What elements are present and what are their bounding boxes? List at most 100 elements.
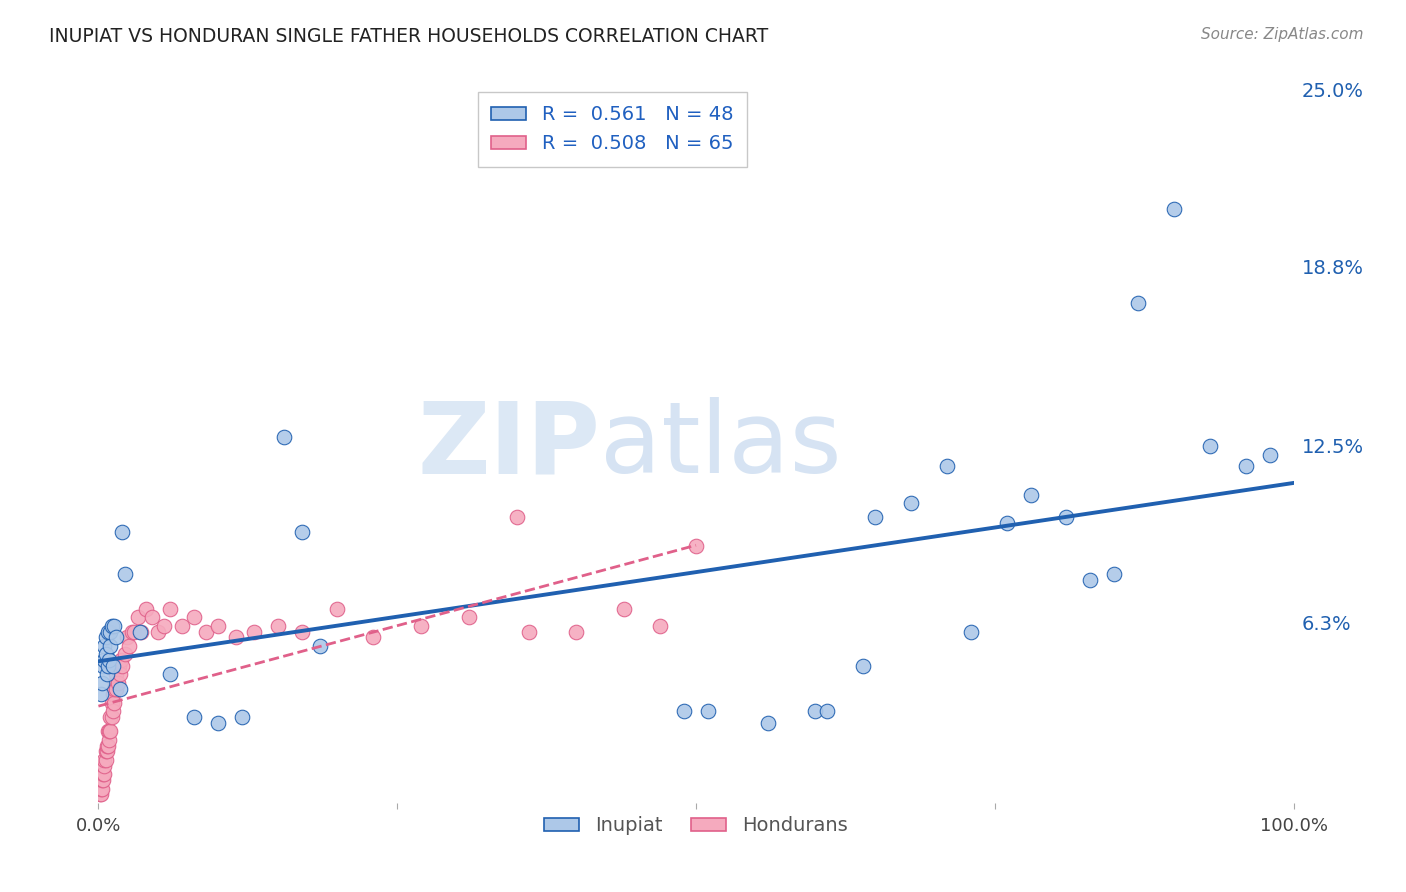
Point — [231, 710, 253, 724]
Point — [225, 630, 247, 644]
Point — [91, 772, 114, 787]
Point — [108, 681, 131, 696]
Point — [1019, 487, 1042, 501]
Point — [697, 705, 720, 719]
Point — [159, 667, 181, 681]
Point — [118, 639, 141, 653]
Point — [98, 710, 122, 724]
Point — [648, 619, 672, 633]
Point — [852, 658, 875, 673]
Point — [195, 624, 218, 639]
Point — [91, 767, 114, 781]
Point — [135, 601, 157, 615]
Text: atlas: atlas — [600, 398, 842, 494]
Point — [565, 624, 588, 639]
Point — [115, 630, 138, 644]
Point — [291, 624, 314, 639]
Point — [93, 639, 115, 653]
Point — [141, 610, 163, 624]
Point — [90, 787, 112, 801]
Point — [110, 653, 132, 667]
Point — [127, 610, 149, 624]
Point — [326, 601, 349, 615]
Point — [96, 739, 118, 753]
Point — [1080, 573, 1102, 587]
Point — [107, 658, 129, 673]
Point — [98, 724, 122, 739]
Point — [114, 648, 136, 662]
Point — [94, 753, 117, 767]
Point — [105, 681, 128, 696]
Legend: Inupiat, Hondurans: Inupiat, Hondurans — [537, 808, 855, 843]
Point — [98, 639, 122, 653]
Point — [960, 624, 983, 639]
Point — [756, 715, 779, 730]
Point — [121, 624, 143, 639]
Point — [97, 724, 120, 739]
Text: ZIP: ZIP — [418, 398, 600, 494]
Point — [172, 619, 194, 633]
Point — [103, 696, 125, 710]
Point — [243, 624, 266, 639]
Point — [308, 639, 330, 653]
Point — [100, 619, 122, 633]
Text: Source: ZipAtlas.com: Source: ZipAtlas.com — [1201, 27, 1364, 42]
Point — [100, 696, 122, 710]
Point — [91, 676, 114, 690]
Point — [114, 567, 136, 582]
Point — [207, 715, 229, 730]
Point — [100, 710, 122, 724]
Point — [1163, 202, 1185, 216]
Point — [1258, 448, 1281, 462]
Point — [148, 624, 170, 639]
Point — [90, 687, 112, 701]
Point — [936, 458, 959, 473]
Point — [93, 653, 115, 667]
Point — [94, 630, 117, 644]
Point — [103, 681, 125, 696]
Point — [91, 772, 114, 787]
Point — [89, 781, 111, 796]
Point — [91, 658, 114, 673]
Point — [104, 676, 127, 690]
Point — [815, 705, 838, 719]
Point — [89, 787, 111, 801]
Point — [90, 781, 112, 796]
Point — [207, 619, 229, 633]
Point — [103, 619, 125, 633]
Point — [291, 524, 314, 539]
Point — [105, 630, 128, 644]
Point — [1128, 296, 1150, 310]
Point — [1199, 439, 1222, 453]
Point — [613, 601, 636, 615]
Point — [183, 710, 205, 724]
Point — [153, 619, 176, 633]
Point — [101, 687, 124, 701]
Point — [685, 539, 707, 553]
Point — [97, 739, 120, 753]
Point — [98, 733, 121, 747]
Point — [131, 624, 153, 639]
Point — [273, 430, 295, 444]
Point — [93, 758, 115, 772]
Point — [91, 781, 114, 796]
Point — [1234, 458, 1257, 473]
Point — [865, 510, 887, 524]
Point — [363, 630, 385, 644]
Point — [93, 767, 115, 781]
Point — [96, 744, 118, 758]
Point — [111, 524, 134, 539]
Point — [94, 648, 117, 662]
Point — [411, 619, 433, 633]
Text: INUPIAT VS HONDURAN SINGLE FATHER HOUSEHOLDS CORRELATION CHART: INUPIAT VS HONDURAN SINGLE FATHER HOUSEH… — [49, 27, 769, 45]
Point — [98, 624, 122, 639]
Point — [183, 610, 205, 624]
Point — [101, 658, 124, 673]
Point — [673, 705, 696, 719]
Point — [517, 624, 540, 639]
Point — [94, 744, 117, 758]
Point — [98, 653, 121, 667]
Point — [900, 496, 922, 510]
Point — [129, 624, 152, 639]
Point — [124, 624, 146, 639]
